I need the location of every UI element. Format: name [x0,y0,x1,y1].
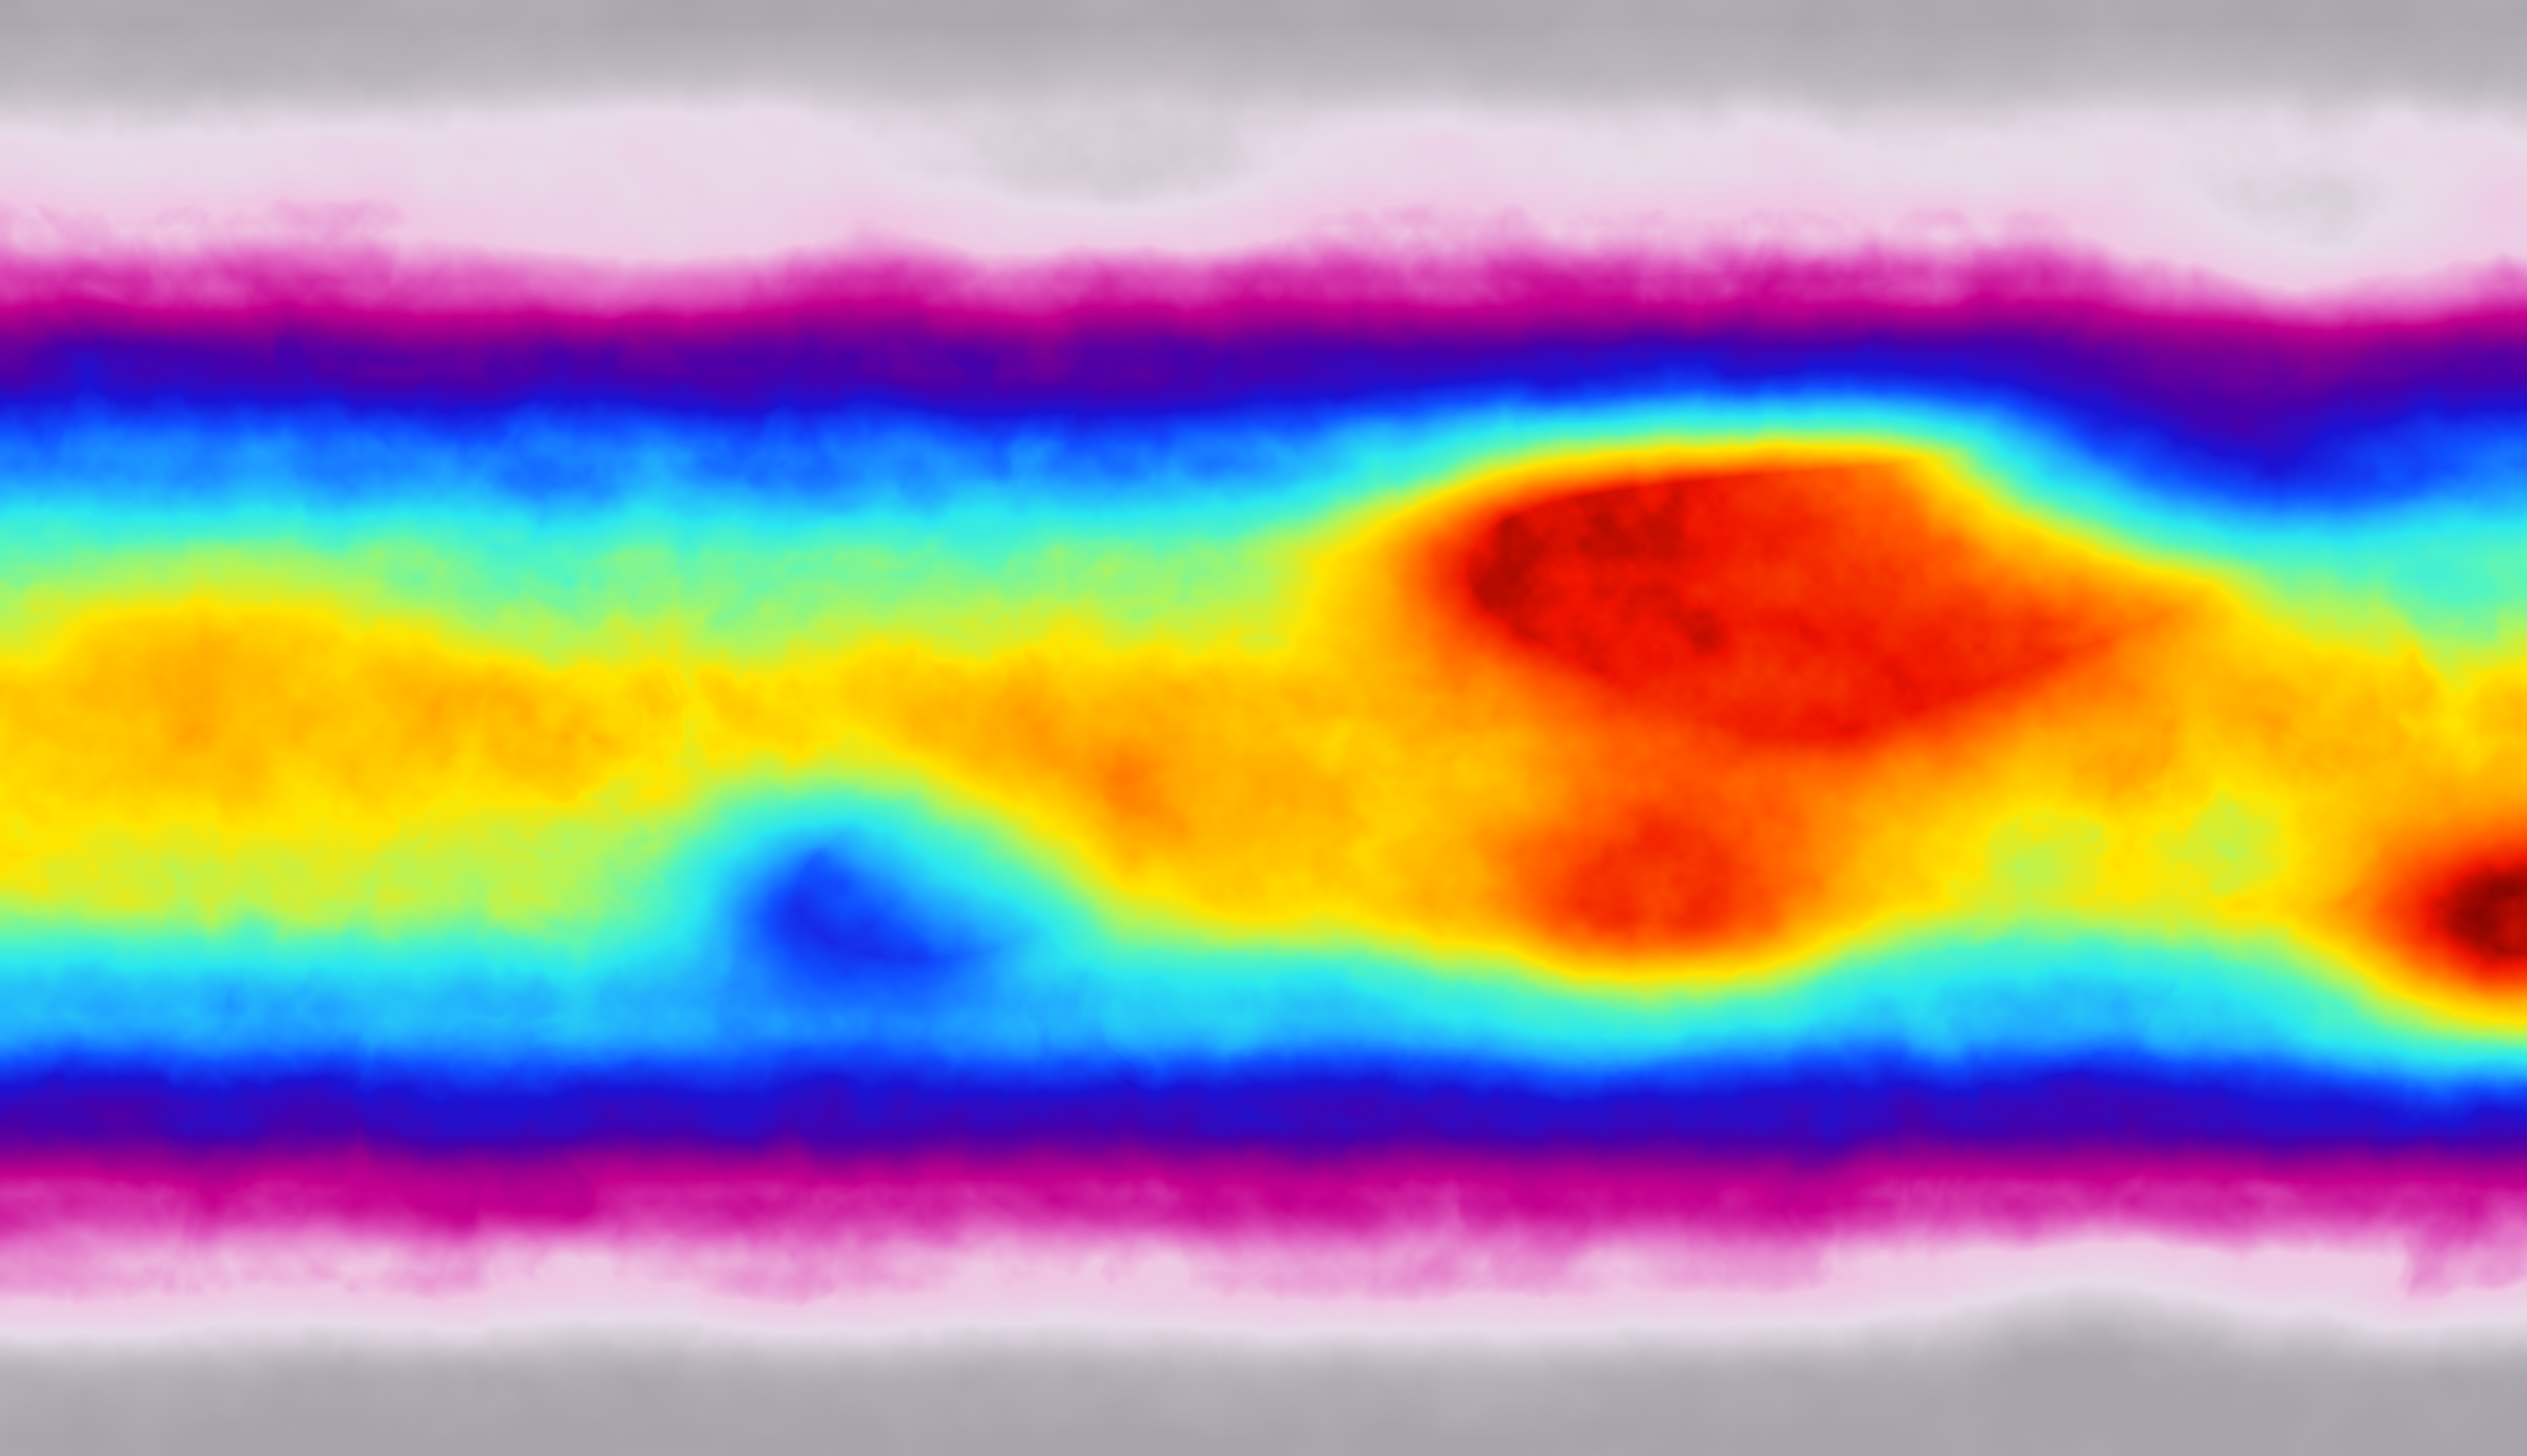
temperature-map-viewport [0,0,2527,1456]
global-temperature-heatmap [0,0,2527,1456]
